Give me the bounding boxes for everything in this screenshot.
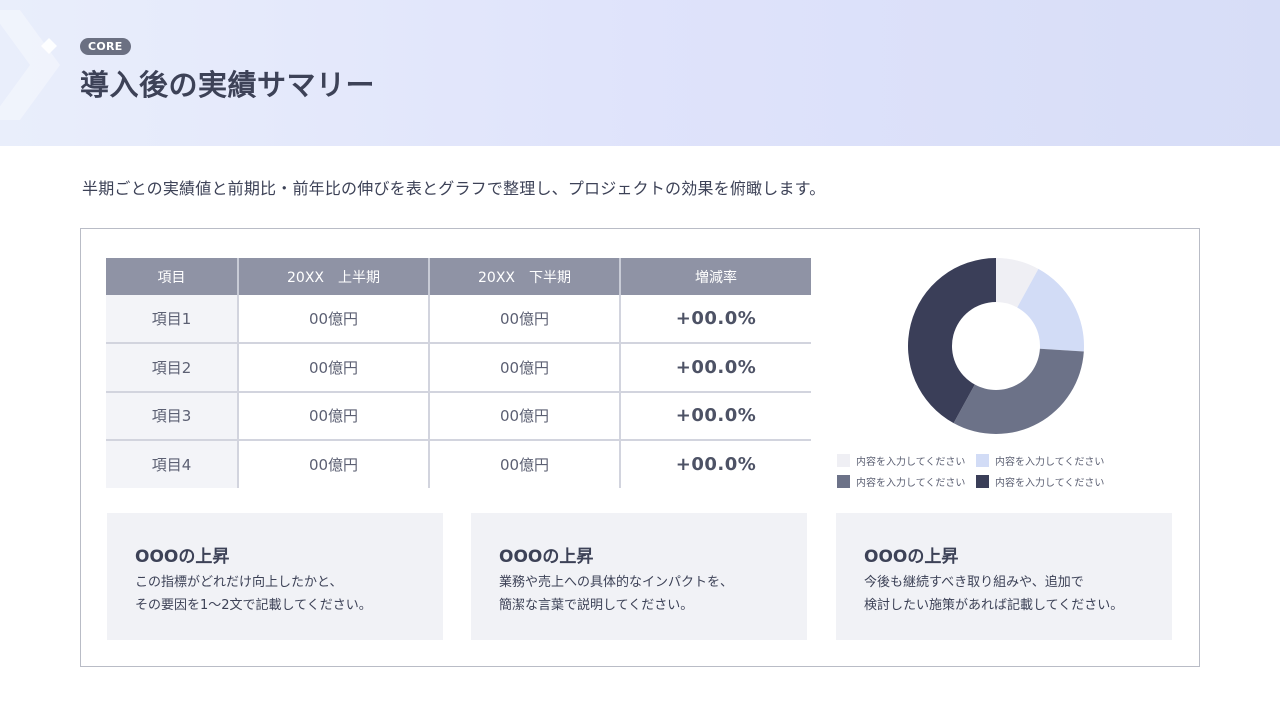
chevron-decoration-icon	[0, 10, 60, 120]
column-header: 増減率	[620, 258, 811, 295]
table-header-row: 項目 20XX 上半期 20XX 下半期 増減率	[106, 258, 811, 295]
row-label: 項目1	[106, 295, 239, 345]
table-row: 項目2 00億円 00億円 +00.0%	[106, 343, 811, 393]
donut-slice-1	[996, 258, 1039, 308]
insight-card: OOOの上昇 この指標がどれだけ向上したかと、 その要因を1～2文で記載してくだ…	[107, 513, 443, 640]
legend-swatch	[837, 474, 850, 488]
card-title: OOOの上昇	[499, 547, 594, 567]
donut-chart	[908, 258, 1084, 434]
legend-item: 内容を入力してください	[837, 452, 965, 468]
row-label: 項目3	[106, 391, 239, 441]
card-text: 今後も継続すべき取り組みや、追加で 検討したい施策があれば記載してください。	[864, 571, 1123, 617]
legend-swatch	[976, 474, 989, 488]
legend-item: 内容を入力してください	[976, 452, 1104, 468]
legend-item: 内容を入力してください	[837, 473, 965, 489]
legend-label: 内容を入力してください	[856, 477, 966, 489]
page-subtitle: 半期ごとの実績値と前期比・前年比の伸びを表とグラフで整理し、プロジェクトの効果を…	[82, 179, 826, 198]
card-title: OOOの上昇	[864, 547, 959, 567]
page-title: 導入後の実績サマリー	[80, 68, 376, 102]
card-text-line: 業務や売上への具体的なインパクトを、	[499, 575, 734, 590]
column-header: 20XX 下半期	[429, 258, 621, 295]
legend-label: 内容を入力してください	[995, 477, 1105, 489]
table-row: 項目1 00億円 00億円 +00.0%	[106, 295, 811, 345]
legend-label: 内容を入力してください	[995, 456, 1105, 468]
donut-slice-2	[1017, 268, 1084, 352]
donut-slice-3	[953, 348, 1084, 434]
growth-rate-cell: +00.0%	[620, 343, 811, 393]
legend-swatch	[976, 453, 989, 467]
card-text-line: この指標がどれだけ向上したかと、	[135, 575, 343, 590]
table-row: 項目4 00億円 00億円 +00.0%	[106, 439, 811, 488]
legend-label: 内容を入力してください	[856, 456, 966, 468]
growth-rate-cell: +00.0%	[620, 295, 811, 345]
legend-swatch	[837, 453, 850, 467]
results-table: 項目 20XX 上半期 20XX 下半期 増減率 項目1 00億円 00億円 +…	[106, 258, 811, 488]
row-label: 項目2	[106, 343, 239, 393]
insight-card: OOOの上昇 業務や売上への具体的なインパクトを、 簡潔な言葉で説明してください…	[471, 513, 807, 640]
row-label: 項目4	[106, 439, 239, 488]
table-cell: 00億円	[429, 295, 621, 345]
card-text: 業務や売上への具体的なインパクトを、 簡潔な言葉で説明してください。	[499, 571, 733, 617]
table-cell: 00億円	[238, 343, 430, 393]
card-text-line: その要因を1～2文で記載してください。	[135, 598, 372, 613]
table-row: 項目3 00億円 00億円 +00.0%	[106, 391, 811, 441]
header-banner: CORE 導入後の実績サマリー	[0, 0, 1280, 146]
card-title: OOOの上昇	[135, 547, 230, 567]
column-header: 項目	[106, 258, 239, 295]
table-cell: 00億円	[429, 439, 621, 488]
donut-slice-4	[908, 258, 996, 424]
table-cell: 00億円	[238, 439, 430, 488]
card-text: この指標がどれだけ向上したかと、 その要因を1～2文で記載してください。	[135, 571, 372, 617]
table-cell: 00億円	[238, 391, 430, 441]
table-cell: 00億円	[429, 391, 621, 441]
sparkle-icon	[41, 38, 57, 54]
card-text-line: 今後も継続すべき取り組みや、追加で	[864, 575, 1084, 590]
growth-rate-cell: +00.0%	[620, 439, 811, 488]
table-cell: 00億円	[429, 343, 621, 393]
card-text-line: 検討したい施策があれば記載してください。	[864, 598, 1124, 613]
table-cell: 00億円	[238, 295, 430, 345]
insight-card: OOOの上昇 今後も継続すべき取り組みや、追加で 検討したい施策があれば記載して…	[836, 513, 1172, 640]
legend-item: 内容を入力してください	[976, 473, 1104, 489]
column-header: 20XX 上半期	[238, 258, 430, 295]
growth-rate-cell: +00.0%	[620, 391, 811, 441]
category-badge: CORE	[80, 38, 131, 55]
card-text-line: 簡潔な言葉で説明してください。	[499, 598, 694, 613]
